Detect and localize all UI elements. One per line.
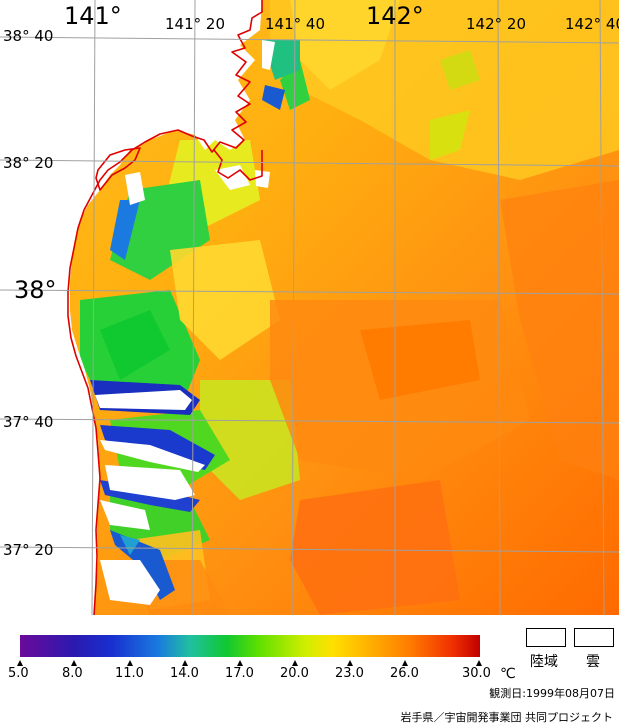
lat-label: 38° 20 [3,154,53,172]
lat-label: 37° 40 [3,413,53,431]
colorbar-tick [17,660,23,666]
lat-label: 37° 20 [3,541,53,559]
colorbar-tick [292,660,298,666]
colorbar-tick-label: 23.0 [335,666,364,681]
colorbar-tick-label: 11.0 [115,666,144,681]
colorbar-tick [71,660,77,666]
colorbar-tick-label: 30.0 [462,666,491,681]
colorbar-tick-label: 5.0 [8,666,29,681]
lat-label: 38° [14,276,57,304]
observation-date: 観測日:1999年08月07日 [489,687,615,700]
colorbar-tick [237,660,243,666]
legend-panel: 5.0 8.0 11.0 14.0 17.0 20.0 23.0 26.0 30… [0,615,619,725]
land-label: 陸域 [530,654,558,670]
lon-label: 142° 40 [565,15,619,33]
colorbar-tick [127,660,133,666]
colorbar-unit: ℃ [500,666,516,682]
coastline-peninsula [95,147,141,191]
cloud-swatch [574,628,614,647]
lon-label: 142° 20 [466,15,526,33]
colorbar-tick [402,660,408,666]
latitude-labels: 38° 40 38° 20 38° 37° 40 37° 20 [3,27,57,559]
land-swatch [526,628,566,647]
lon-label: 141° [64,2,122,30]
temperature-colorbar [20,635,480,657]
colorbar-tick-label: 8.0 [62,666,83,681]
credit-line: 岩手県／宇宙開発事業団 共同プロジェクト [400,711,614,724]
colorbar-tick [182,660,188,666]
colorbar-tick [347,660,353,666]
lat-label: 38° 40 [3,27,53,45]
colorbar-tick [476,660,482,666]
graticule [0,0,619,615]
colorbar-tick-label: 17.0 [225,666,254,681]
lon-label: 142° [366,2,424,30]
colorbar-tick-label: 26.0 [390,666,419,681]
sea-surface-temperature-map: 141° 141° 20 141° 40 142° 142° 20 142° 4… [0,0,619,615]
lon-label: 141° 40 [265,15,325,33]
longitude-labels: 141° 141° 20 141° 40 142° 142° 20 142° 4… [64,2,619,33]
colorbar-tick-label: 14.0 [170,666,199,681]
colorbar-tick-label: 20.0 [280,666,309,681]
lon-label: 141° 20 [165,15,225,33]
cloud-label: 雲 [586,654,600,670]
land-and-cloud-mask [0,0,275,615]
